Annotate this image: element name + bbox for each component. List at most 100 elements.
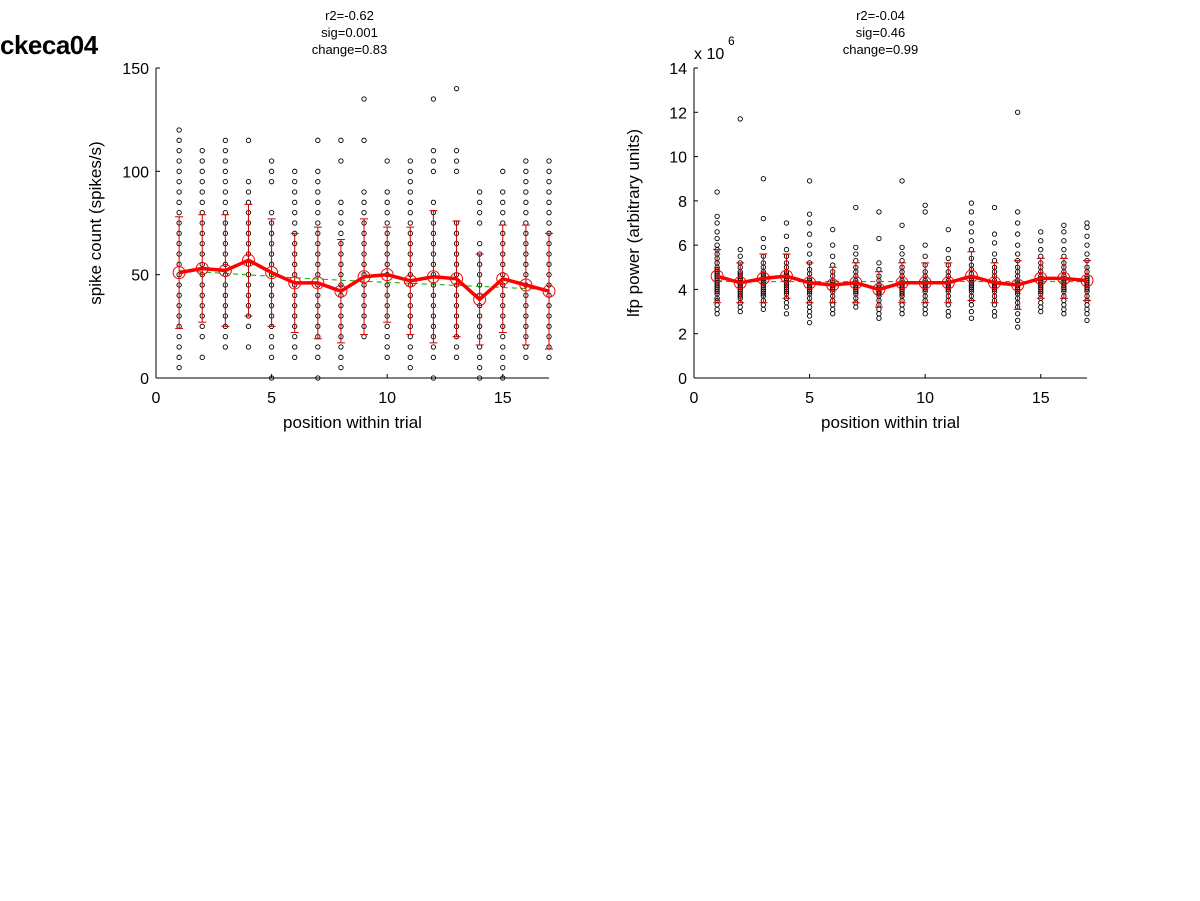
data-point <box>1061 246 1067 253</box>
data-point <box>476 189 483 195</box>
data-point <box>523 168 529 174</box>
data-point <box>922 242 928 248</box>
x-tick-label: 15 <box>494 390 512 407</box>
data-point <box>922 302 928 308</box>
data-point <box>361 137 367 143</box>
data-point <box>899 178 905 184</box>
data-point <box>546 199 552 205</box>
data-point <box>268 344 275 350</box>
mean-marker <box>380 268 394 282</box>
data-point <box>176 365 182 371</box>
data-point <box>1084 242 1090 248</box>
data-point <box>546 220 552 226</box>
data-point <box>523 199 529 205</box>
data-point <box>806 231 813 237</box>
mean-marker <box>1057 271 1071 285</box>
data-point <box>737 253 743 259</box>
y-axis-label: spike count (spikes/s) <box>86 141 105 304</box>
data-point <box>1084 306 1090 313</box>
data-point <box>1038 238 1044 244</box>
y-tick-label: 100 <box>122 164 149 181</box>
data-point <box>199 199 205 205</box>
data-point <box>546 189 552 195</box>
data-point <box>968 315 975 321</box>
x-tick-label: 15 <box>1032 390 1050 407</box>
data-point <box>876 306 882 313</box>
mean-marker <box>1080 274 1094 288</box>
data-point <box>315 189 321 195</box>
data-point <box>991 240 998 246</box>
data-point <box>453 86 460 92</box>
data-point <box>945 226 951 233</box>
data-point <box>268 375 275 381</box>
data-point <box>922 209 928 215</box>
mean-marker <box>473 292 487 306</box>
chart-title-line: change=0.83 <box>312 42 388 57</box>
data-point <box>176 334 182 340</box>
data-point <box>783 300 790 306</box>
data-point <box>830 226 836 233</box>
data-point <box>315 344 321 350</box>
data-point <box>968 200 975 206</box>
data-point <box>876 315 882 321</box>
data-point <box>1084 317 1090 324</box>
data-point <box>899 244 905 251</box>
data-point <box>1014 311 1021 317</box>
y-tick-label: 14 <box>669 61 687 78</box>
data-point <box>922 306 928 313</box>
data-point <box>361 189 367 195</box>
data-point <box>268 168 275 174</box>
data-point <box>806 251 813 257</box>
data-point <box>222 334 229 340</box>
data-point <box>338 220 344 226</box>
data-point <box>830 302 836 308</box>
data-point <box>783 246 790 253</box>
data-point <box>476 344 483 350</box>
data-point <box>500 189 506 195</box>
data-point <box>199 334 205 340</box>
y-tick-label: 12 <box>669 105 687 122</box>
data-point <box>783 311 790 317</box>
data-point <box>361 96 367 102</box>
data-point <box>338 210 344 216</box>
data-point <box>338 365 344 371</box>
data-point <box>430 354 437 360</box>
data-point <box>176 127 182 133</box>
data-point <box>546 354 552 360</box>
data-point <box>1084 233 1090 239</box>
data-point <box>853 244 859 251</box>
data-point <box>968 308 975 315</box>
data-point <box>338 158 344 164</box>
data-point <box>199 179 205 185</box>
mean-marker <box>288 276 302 290</box>
data-point <box>245 199 252 205</box>
data-point <box>806 211 813 217</box>
data-point <box>830 253 836 259</box>
data-point <box>806 178 813 184</box>
data-point <box>476 220 483 226</box>
data-point <box>338 354 344 360</box>
data-point <box>315 354 321 360</box>
data-point <box>1061 306 1067 313</box>
data-point <box>222 189 229 195</box>
data-point <box>176 168 182 174</box>
data-point <box>876 311 882 317</box>
data-point <box>760 215 767 222</box>
data-point <box>714 220 720 226</box>
data-point <box>176 179 182 185</box>
y-tick-label: 0 <box>678 371 687 388</box>
data-point <box>1014 317 1021 324</box>
mean-marker <box>403 274 417 288</box>
data-point <box>292 199 298 205</box>
data-point <box>176 199 182 205</box>
data-point <box>853 304 859 310</box>
data-point <box>1014 242 1021 248</box>
data-point <box>1084 224 1090 231</box>
figure-title: ckeca04 <box>0 30 98 60</box>
data-point <box>968 220 975 226</box>
mean-marker <box>710 269 724 283</box>
y-axis-label: lfp power (arbitrary units) <box>624 129 643 317</box>
y-tick-label: 10 <box>669 150 687 167</box>
data-point <box>876 266 882 273</box>
data-point <box>945 313 951 319</box>
